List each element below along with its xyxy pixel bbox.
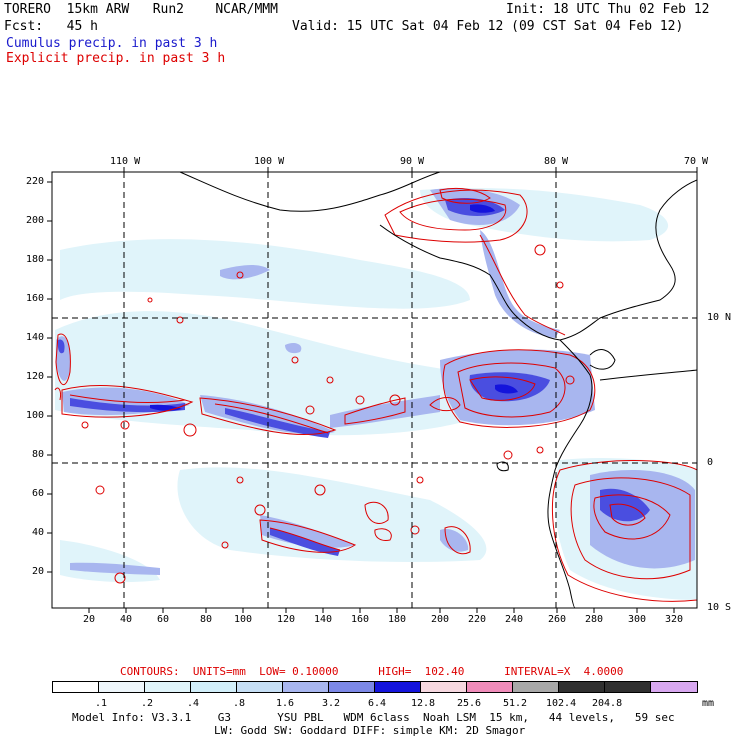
y-tick-label: 40 [32,527,45,538]
x-tick-label: 80 [200,614,213,625]
y-tick-label: 20 [32,566,45,577]
lat-label-10s: 10 S [707,602,732,613]
colorbar-label: .1 [95,698,108,709]
y-tick-label: 80 [32,449,45,460]
colorbar-cell [98,681,145,693]
colorbar-label: 25.6 [457,698,482,709]
x-tick-label: 200 [431,614,450,625]
colorbar-label: 3.2 [322,698,341,709]
valid-time: Valid: 15 UTC Sat 04 Feb 12 (09 CST Sat … [292,19,684,34]
very-heavy-precip-shading [150,204,518,411]
colorbar-cell [512,681,559,693]
colorbar-cell [558,681,605,693]
lat-lon-grid [52,172,697,608]
lat-label-10n: 10 N [707,312,732,323]
x-tick-label: 60 [157,614,170,625]
explicit-precip-label: Explicit precip. in past 3 h [6,51,226,66]
forecast-hour: Fcst: 45 h [4,19,98,34]
model-run-title: TORERO 15km ARW Run2 NCAR/MMM [4,2,278,17]
y-tick-label: 220 [26,176,45,187]
x-ticks [88,608,675,613]
coastline [179,172,697,608]
x-tick-label: 260 [548,614,567,625]
y-ticks [47,181,52,573]
lat-label-0: 0 [707,457,714,468]
x-tick-label: 120 [277,614,296,625]
colorbar-label: .2 [141,698,154,709]
colorbar-cell [282,681,329,693]
colorbar-cell [604,681,651,693]
init-time: Init: 18 UTC Thu 02 Feb 12 [506,2,710,17]
y-tick-label: 100 [26,410,45,421]
model-info: Model Info: V3.3.1 G3 YSU PBL WDM 6class… [72,711,675,724]
colorbar-cell [374,681,421,693]
colorbar-cell [328,681,375,693]
colorbar-cell [420,681,467,693]
lon-label-90w: 90 W [400,156,425,167]
y-tick-label: 180 [26,254,45,265]
x-tick-label: 160 [351,614,370,625]
y-tick-label: 160 [26,293,45,304]
contours-info: CONTOURS: UNITS=mm LOW= 0.10000 HIGH= 10… [120,665,624,678]
lon-label-80w: 80 W [544,156,569,167]
x-tick-label: 220 [468,614,487,625]
x-tick-label: 320 [665,614,684,625]
x-tick-label: 180 [388,614,407,625]
x-tick-label: 240 [505,614,524,625]
colorbar-label: 12.8 [411,698,436,709]
lon-label-70w: 70 W [684,156,709,167]
y-tick-label: 140 [26,332,45,343]
colorbar-label: .4 [187,698,200,709]
plot-frame [51,171,698,609]
colorbar-label: .8 [233,698,246,709]
colorbar-label: 102.4 [546,698,577,709]
colorbar-cell [236,681,283,693]
colorbar-cell [466,681,513,693]
physics-info: LW: Godd SW: Goddard DIFF: simple KM: 2D… [214,724,526,737]
lon-label-110w: 110 W [110,156,141,167]
cumulus-precip-label: Cumulus precip. in past 3 h [6,36,218,51]
colorbar-unit: mm [702,698,715,709]
x-tick-label: 300 [628,614,647,625]
colorbar-label: 6.4 [368,698,387,709]
lon-label-100w: 100 W [254,156,285,167]
colorbar-cell [650,681,698,693]
colorbar-label: 204.8 [592,698,623,709]
colorbar-cell [190,681,237,693]
x-tick-label: 40 [120,614,133,625]
x-tick-label: 100 [234,614,253,625]
top-ticks [123,167,698,172]
y-tick-label: 120 [26,371,45,382]
x-tick-label: 140 [314,614,333,625]
colorbar-cell [144,681,191,693]
y-tick-label: 200 [26,215,45,226]
x-tick-label: 20 [83,614,96,625]
colorbar-label: 1.6 [276,698,295,709]
explicit-precip-contours [54,187,697,602]
x-tick-label: 280 [585,614,604,625]
colorbar-cell [52,681,99,693]
colorbar-label: 51.2 [503,698,528,709]
y-tick-label: 60 [32,488,45,499]
